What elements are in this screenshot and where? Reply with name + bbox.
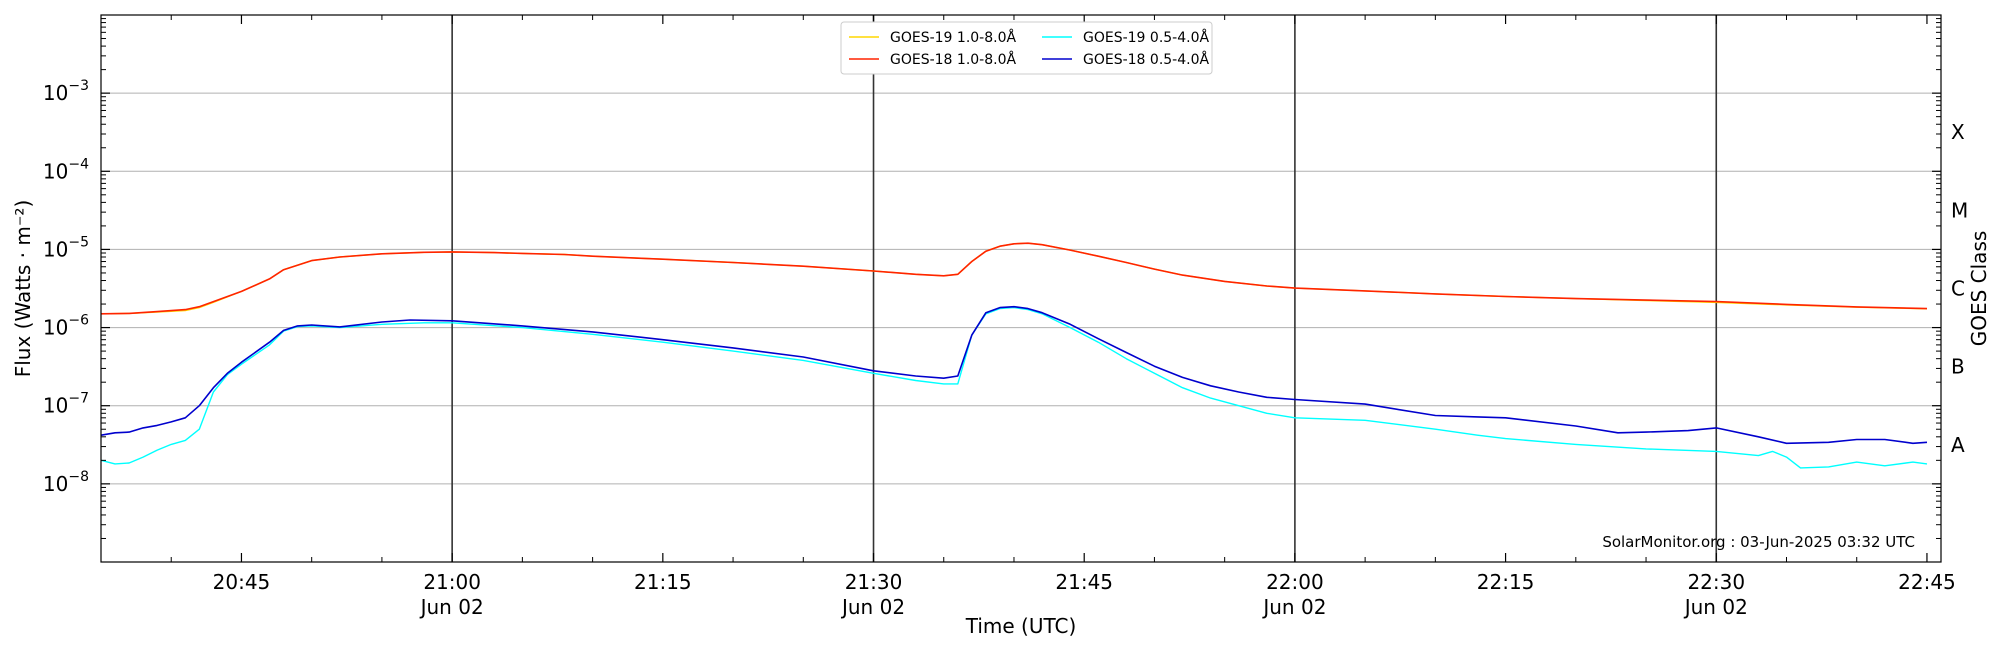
x-tick-label: 21:00	[423, 570, 481, 594]
x-tick-label: 21:30	[845, 570, 903, 594]
x-tick-label: 21:15	[634, 570, 692, 594]
watermark-text: SolarMonitor.org : 03-Jun-2025 03:32 UTC	[1602, 533, 1915, 551]
y-tick-label: 10−8	[43, 469, 89, 496]
x-axis-title: Time (UTC)	[965, 614, 1077, 638]
y-tick-label: 10−6	[43, 313, 89, 340]
goes-class-label: C	[1951, 277, 1965, 301]
series-line-3	[100, 306, 1928, 469]
y-axis-title: Flux (Watts · m⁻²)	[11, 200, 35, 378]
goes-class-label: A	[1951, 433, 1965, 457]
x-tick-label: 20:45	[213, 570, 271, 594]
x-tick-label: 22:30	[1687, 570, 1745, 594]
goes-class-labels: A B C M X	[1951, 120, 1968, 457]
legend-label: GOES-18 0.5-4.0Å	[1083, 51, 1209, 68]
x-tick-label: 22:00	[1266, 570, 1324, 594]
x-tick-label: 22:15	[1477, 570, 1535, 594]
legend-label: GOES-19 0.5-4.0Å	[1083, 29, 1209, 46]
vertical-marker-lines	[451, 15, 1718, 562]
series-layer	[100, 242, 1928, 469]
x-tick-date-label: Jun 02	[1683, 595, 1748, 619]
goes-class-axis-title: GOES Class	[1967, 231, 1991, 347]
y-tick-labels: 10−8 10−7 10−6 10−5 10−4 10−3	[43, 78, 89, 496]
grid-layer	[101, 92, 1941, 485]
y-tick-label: 10−3	[43, 78, 89, 105]
x-tick-date-label: Jun 02	[1261, 595, 1326, 619]
plot-frame	[100, 14, 1942, 563]
x-tick-label: 22:45	[1898, 570, 1956, 594]
legend-label: GOES-18 1.0-8.0Å	[890, 51, 1016, 68]
goes-class-label: B	[1951, 355, 1965, 379]
legend-label: GOES-19 1.0-8.0Å	[890, 29, 1016, 46]
series-line-2	[100, 242, 1928, 315]
x-tick-label: 21:45	[1055, 570, 1113, 594]
series-line-4	[100, 305, 1928, 445]
y-tick-label: 10−5	[43, 234, 89, 261]
x-tick-date-label: Jun 02	[419, 595, 484, 619]
goes-class-label: X	[1951, 120, 1965, 144]
legend: GOES-19 1.0-8.0Å GOES-18 1.0-8.0Å GOES-19 …	[840, 21, 1213, 75]
legend-box	[840, 21, 1213, 75]
goes-class-label: M	[1951, 198, 1968, 222]
x-tick-date-label: Jun 02	[840, 595, 905, 619]
y-tick-label: 10−7	[43, 391, 89, 418]
tick-layer	[100, 15, 1941, 562]
y-tick-label: 10−4	[43, 156, 89, 183]
